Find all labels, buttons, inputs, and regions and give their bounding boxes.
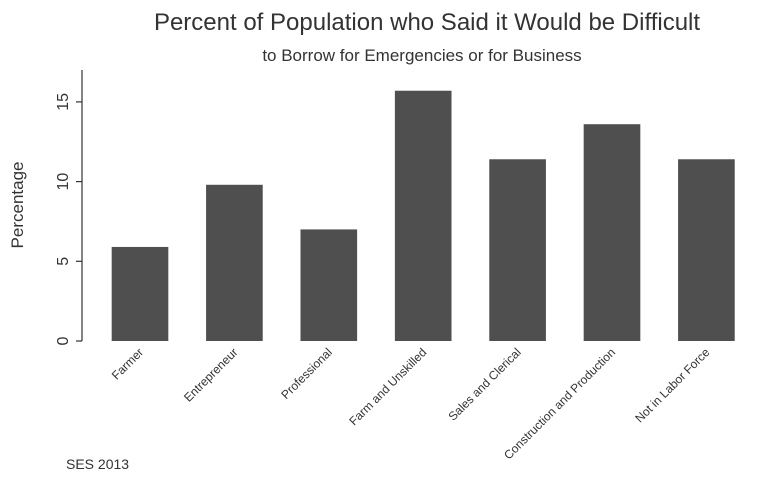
bar <box>300 229 358 341</box>
bar <box>489 159 546 341</box>
chart-title: Percent of Population who Said it Would … <box>154 9 700 36</box>
note: SES 2013 <box>66 456 129 472</box>
bar <box>206 184 263 341</box>
x-tick-label: Professional <box>278 345 335 402</box>
x-tick-label: Not in Labor Force <box>632 345 712 425</box>
bar <box>583 124 641 341</box>
x-tick-label: Farmer <box>109 345 146 382</box>
x-tick-label: Sales and Clerical <box>445 345 523 423</box>
bar <box>111 246 169 341</box>
x-tick-label: Entrepreneur <box>181 345 240 404</box>
y-tick-label: 10 <box>55 173 72 191</box>
y-tick-label: 15 <box>55 93 72 111</box>
x-tick-label: Construction and Production <box>501 345 618 462</box>
y-tick-label: 5 <box>55 257 72 266</box>
bar <box>678 159 735 341</box>
bar <box>394 90 452 341</box>
x-tick-label: Farm and Unskilled <box>346 345 429 428</box>
y-axis-label: Percentage <box>8 162 27 249</box>
y-tick-label: 0 <box>55 336 72 345</box>
chart-subtitle: to Borrow for Emergencies or for Busines… <box>262 46 581 65</box>
